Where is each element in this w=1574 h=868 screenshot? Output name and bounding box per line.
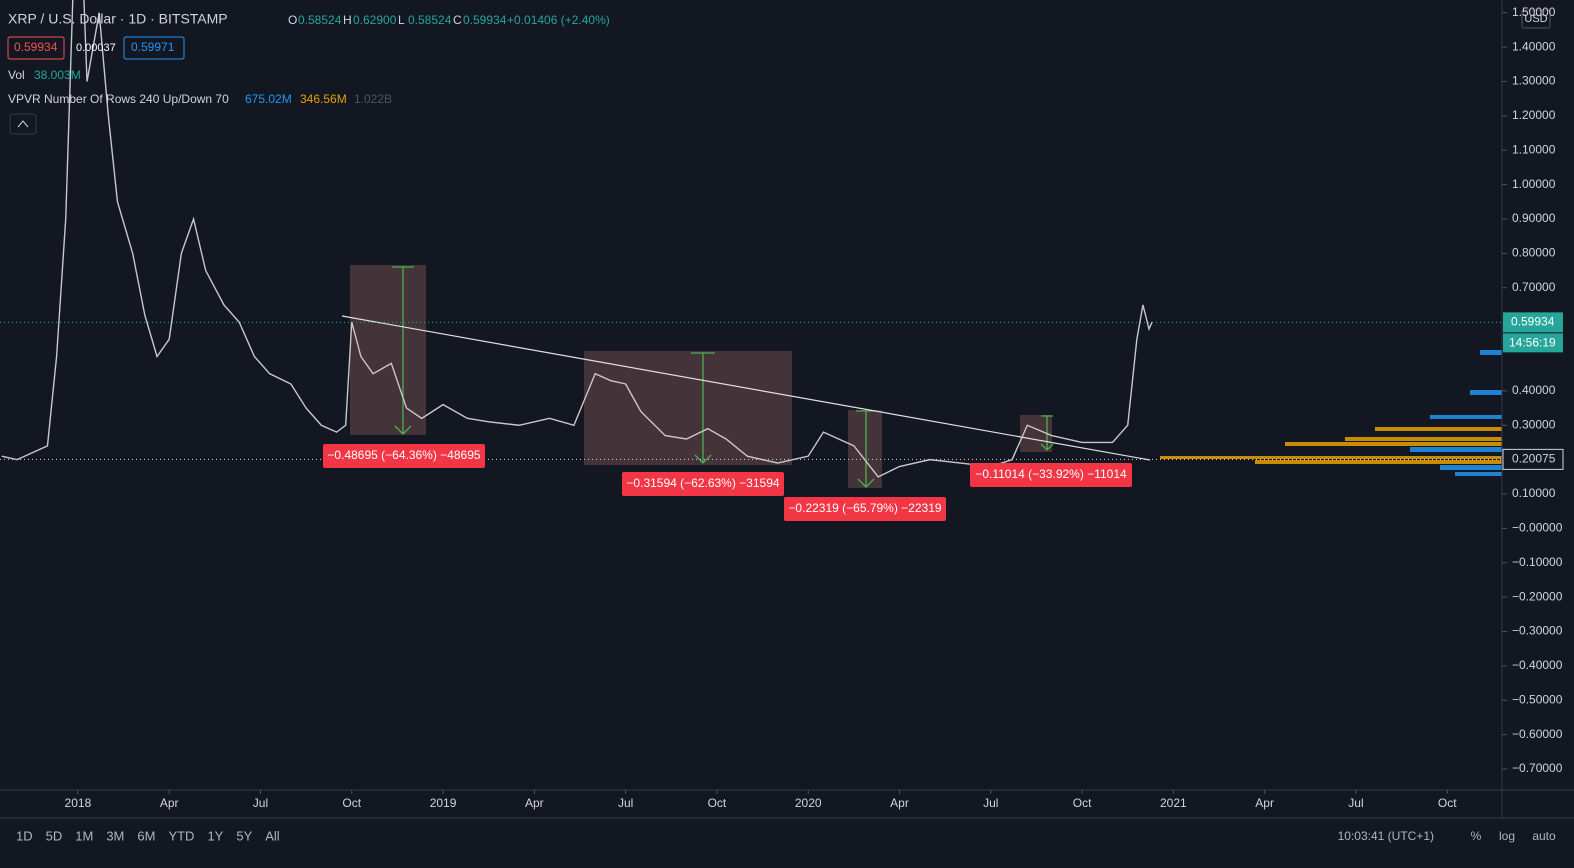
percent-toggle[interactable]: % [1471, 829, 1482, 843]
range-button[interactable]: 6M [137, 828, 155, 843]
price-axis [1502, 0, 1574, 790]
range-button[interactable]: 1Y [207, 828, 223, 843]
ohlc-key: O [288, 13, 297, 27]
currency: USD [1524, 13, 1547, 25]
vol-value: 38.003M [34, 68, 81, 82]
y-tick-label: 0.30000 [1512, 417, 1556, 431]
y-tick-label: 0.10000 [1512, 486, 1556, 500]
vpvr-down: 346.56M [300, 92, 347, 106]
countdown-tag [1503, 333, 1563, 353]
ohlc-key: C [453, 13, 462, 27]
x-tick-label: Apr [1255, 796, 1274, 810]
x-tick-label: 2020 [795, 796, 822, 810]
ohlc-value: 0.58524 [298, 13, 342, 27]
y-tick-label: −0.00000 [1512, 521, 1563, 535]
measure-label-bg [323, 444, 485, 468]
symbol[interactable]: XRP / U.S. Dollar · 1D · BITSTAMP [8, 11, 228, 27]
x-tick-label: Apr [525, 796, 544, 810]
x-tick-label: 2019 [430, 796, 457, 810]
y-tick-label: −0.20000 [1512, 589, 1563, 603]
measure-label-bg [784, 497, 946, 521]
measure-label-bg [970, 463, 1132, 487]
y-tick-label: −0.60000 [1512, 727, 1563, 741]
y-tick-label: 1.20000 [1512, 108, 1556, 122]
y-tick-label: 1.40000 [1512, 39, 1556, 53]
range-button[interactable]: 1M [75, 828, 93, 843]
range-button[interactable]: 1D [16, 828, 33, 843]
x-tick-label: Apr [890, 796, 909, 810]
x-tick-label: Jul [253, 796, 268, 810]
y-tick-label: −0.50000 [1512, 692, 1563, 706]
ohlc-value: 0.58524 [408, 13, 452, 27]
measure-label: −0.31594 (−62.63%) −31594 [626, 476, 779, 490]
y-tick-label: 1.30000 [1512, 74, 1556, 88]
currency-box[interactable] [1521, 9, 1551, 29]
ohlc-value: 0.62900 [353, 13, 397, 27]
x-tick-label: Apr [160, 796, 179, 810]
ask: 0.59971 [131, 40, 175, 54]
vpvr-label: VPVR Number Of Rows 240 Up/Down 70 [8, 92, 229, 106]
range-button[interactable]: 3M [106, 828, 124, 843]
range-button[interactable]: 5D [46, 828, 63, 843]
bid-box[interactable] [7, 36, 65, 60]
y-tick-label: 0.40000 [1512, 383, 1556, 397]
x-tick-label: 2018 [65, 796, 92, 810]
log-toggle[interactable]: log [1499, 829, 1515, 843]
y-tick-label: 1.00000 [1512, 177, 1556, 191]
price-line [1, 0, 1153, 478]
measure-label: −0.22319 (−65.79%) −22319 [788, 501, 941, 515]
x-tick-label: Jul [1348, 796, 1363, 810]
measure-label-bg [622, 472, 784, 496]
auto-toggle[interactable]: auto [1532, 829, 1556, 843]
x-tick-label: Oct [342, 796, 361, 810]
range-button[interactable]: All [265, 828, 280, 843]
x-tick-label: Oct [1438, 796, 1457, 810]
ohlc-key: L [398, 13, 405, 27]
change: +0.01406 (+2.40%) [507, 13, 610, 27]
clock: 10:03:41 (UTC+1) [1338, 829, 1434, 843]
y-tick-label: −0.40000 [1512, 658, 1563, 672]
x-tick-label: Jul [983, 796, 998, 810]
last-price: 0.59934 [1511, 315, 1555, 329]
y-tick-label: −0.30000 [1512, 624, 1563, 638]
level-tag [1502, 448, 1564, 470]
ask-box[interactable] [123, 36, 185, 60]
vpvr-up: 675.02M [245, 92, 292, 106]
vpvr-total: 1.022B [354, 92, 392, 106]
level-price: 0.20075 [1512, 452, 1556, 466]
y-tick-label: 0.90000 [1512, 211, 1556, 225]
ohlc-key: H [343, 13, 352, 27]
range-button[interactable]: YTD [168, 828, 194, 843]
spread: 0.00037 [76, 42, 116, 54]
measure-box [584, 351, 792, 465]
ohlc-value: 0.59934 [463, 13, 507, 27]
x-tick-label: Oct [708, 796, 727, 810]
ohlc: O 0.58524 H 0.62900 L 0.58524 C 0.59934 [288, 13, 507, 27]
x-tick-label: Jul [618, 796, 633, 810]
trend-line [341, 315, 1151, 461]
y-tick-label: 1.50000 [1512, 5, 1556, 19]
bid: 0.59934 [14, 40, 58, 54]
collapse-icon [17, 120, 29, 128]
y-tick-label: −0.70000 [1512, 761, 1563, 775]
measure-label: −0.48695 (−64.36%) −48695 [327, 448, 480, 462]
y-tick-label: 0.70000 [1512, 280, 1556, 294]
y-tick-label: 1.10000 [1512, 142, 1556, 156]
last-price-tag [1503, 312, 1563, 333]
y-tick-label: −0.10000 [1512, 555, 1563, 569]
vpvr-up [1410, 350, 1502, 476]
range-button[interactable]: 5Y [236, 828, 252, 843]
measure-box [350, 265, 426, 435]
vol-label: Vol [8, 68, 25, 82]
y-tick-label: 0.80000 [1512, 246, 1556, 260]
x-tick-label: 2021 [1160, 796, 1187, 810]
x-tick-label: Oct [1073, 796, 1092, 810]
countdown: 14:56:19 [1509, 336, 1556, 350]
collapse-button[interactable] [9, 113, 37, 135]
measure-label: −0.11014 (−33.92%) −11014 [975, 467, 1127, 481]
footer: 1D 5D 1M 3M 6M YTD 1Y 5Y All [16, 828, 280, 843]
vpvr-down [1160, 427, 1502, 464]
plot [0, 0, 1502, 488]
